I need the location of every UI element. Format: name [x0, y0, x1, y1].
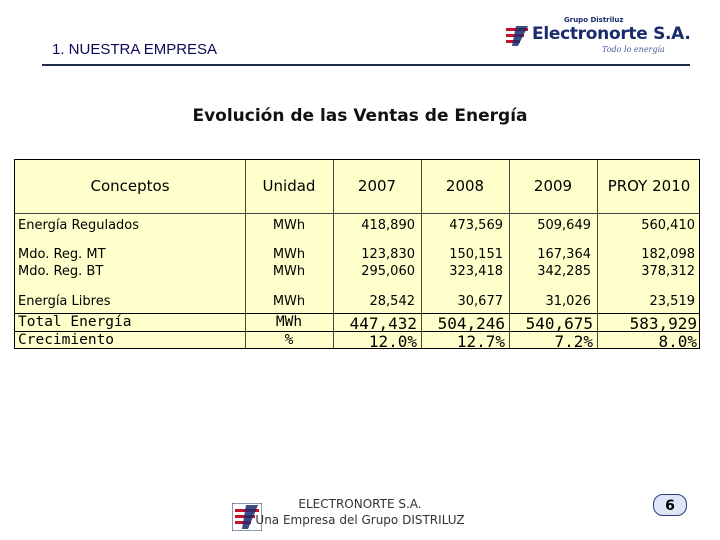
row-value: 295,060 [361, 264, 415, 279]
row-unit: MWh [272, 218, 306, 233]
row-value: 123,830 [361, 247, 415, 262]
growth-unit: % [284, 332, 294, 348]
row-value: 342,285 [537, 264, 591, 279]
row-concept: Energía Regulados [18, 218, 140, 233]
row-value: 31,026 [545, 294, 592, 309]
footer-company: ELECTRONORTE S.A. [298, 497, 422, 511]
row-value: 150,151 [449, 247, 503, 262]
col-header-proy-2010: PROY 2010 [607, 177, 691, 195]
growth-value: 12.7% [456, 332, 505, 351]
row-value: 167,364 [537, 247, 591, 262]
total-value: 540,675 [525, 314, 593, 333]
growth-concept: Crecimiento [18, 332, 115, 348]
row-concept: Mdo. Reg. MT [18, 247, 106, 262]
total-concept: Total Energía [18, 314, 132, 330]
header-rule [42, 64, 690, 66]
row-unit: MWh [272, 294, 306, 309]
logo-slogan: Todo lo energía [602, 45, 665, 54]
section-title: 1. NUESTRA EMPRESA [52, 41, 218, 58]
col-header-conceptos: Conceptos [90, 177, 170, 195]
growth-value: 8.0% [658, 332, 697, 351]
total-value: 504,246 [437, 314, 505, 333]
row-unit: MWh [272, 247, 306, 262]
page-number: 6 [653, 494, 687, 516]
total-unit: MWh [275, 314, 303, 330]
row-unit: MWh [272, 264, 306, 279]
col-header-unidad: Unidad [262, 177, 316, 195]
row-value: 182,098 [641, 247, 695, 262]
row-value: 473,569 [449, 218, 503, 233]
footer: ELECTRONORTE S.A. Una Empresa del Grupo … [0, 496, 720, 528]
growth-value: 12.0% [368, 332, 417, 351]
page-title: Evolución de las Ventas de Energía [192, 106, 528, 126]
row-value: 509,649 [537, 218, 591, 233]
row-concept: Mdo. Reg. BT [18, 264, 104, 279]
row-value: 30,677 [457, 294, 504, 309]
logo-company-name: Electronorte S.A. [532, 24, 691, 44]
row-value: 23,519 [649, 294, 696, 309]
row-value: 418,890 [361, 218, 415, 233]
row-value: 560,410 [641, 218, 695, 233]
row-value: 378,312 [641, 264, 695, 279]
col-header-2008: 2008 [445, 177, 485, 195]
row-value: 323,418 [449, 264, 503, 279]
company-logo: Grupo Distriluz Electronorte S.A. Todo l… [506, 14, 691, 64]
logo-group-name: Grupo Distriluz [564, 16, 624, 24]
col-header-2009: 2009 [533, 177, 573, 195]
row-value: 28,542 [369, 294, 416, 309]
growth-value: 7.2% [554, 332, 593, 351]
total-value: 447,432 [349, 314, 417, 333]
electronorte-logo-icon [506, 26, 528, 46]
footer-group: Una Empresa del Grupo DISTRILUZ [255, 513, 465, 527]
sales-table: Conceptos Unidad 2007 2008 2009 PROY 201… [14, 159, 700, 351]
distriluz-logo-icon [232, 503, 262, 531]
total-value: 583,929 [629, 314, 697, 333]
row-concept: Energía Libres [18, 294, 111, 309]
col-header-2007: 2007 [357, 177, 397, 195]
